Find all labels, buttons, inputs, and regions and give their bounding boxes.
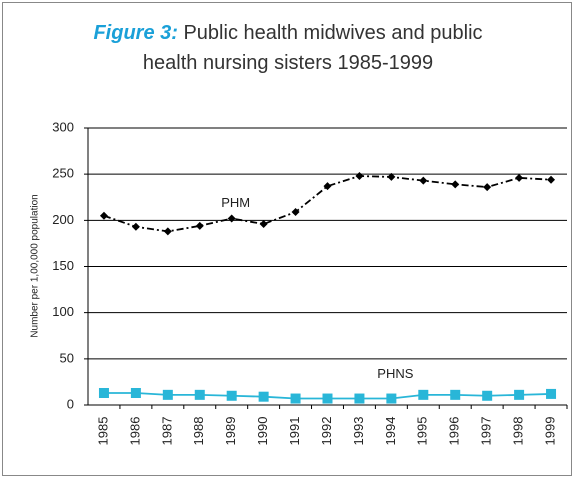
marker xyxy=(98,387,109,398)
marker xyxy=(258,391,269,402)
marker xyxy=(355,172,364,181)
x-tick-label: 1999 xyxy=(542,417,557,446)
x-tick-label: 1986 xyxy=(127,417,142,446)
x-tick-label: 1997 xyxy=(479,417,494,446)
marker xyxy=(354,393,365,404)
marker xyxy=(450,389,461,400)
annotation: PHNS xyxy=(377,366,413,381)
marker xyxy=(162,389,173,400)
y-tick-label: 50 xyxy=(60,350,74,365)
x-tick-label: 1991 xyxy=(287,417,302,446)
title-block: Figure 3: Public health midwives and pub… xyxy=(0,18,576,78)
marker xyxy=(418,389,429,400)
marker xyxy=(322,393,333,404)
marker xyxy=(515,173,524,182)
marker xyxy=(290,393,301,404)
x-tick-label: 1993 xyxy=(351,417,366,446)
marker xyxy=(259,220,268,229)
y-tick-label: 100 xyxy=(52,304,74,319)
marker xyxy=(131,222,140,231)
marker xyxy=(99,211,108,220)
marker xyxy=(514,389,525,400)
x-tick-label: 1995 xyxy=(415,417,430,446)
x-tick-label: 1988 xyxy=(191,417,206,446)
title-wrap: Figure 3: Public health midwives and pub… xyxy=(68,18,508,78)
x-tick-label: 1994 xyxy=(383,417,398,446)
marker xyxy=(227,214,236,223)
chart-title: Public health midwives and public health… xyxy=(142,22,483,74)
marker xyxy=(419,176,428,185)
y-tick-label: 300 xyxy=(52,119,74,134)
y-tick-label: 150 xyxy=(52,258,74,273)
figure-label: Figure 3: xyxy=(93,22,178,44)
marker xyxy=(226,390,237,401)
marker xyxy=(291,208,300,217)
marker xyxy=(194,389,205,400)
y-tick-label: 0 xyxy=(67,396,74,411)
x-tick-label: 1985 xyxy=(95,417,110,446)
y-tick-label: 250 xyxy=(52,166,74,181)
marker xyxy=(163,227,172,236)
x-tick-label: 1996 xyxy=(447,417,462,446)
marker xyxy=(546,388,557,399)
x-tick-label: 1992 xyxy=(319,417,334,446)
marker xyxy=(451,180,460,189)
x-tick-label: 1989 xyxy=(223,417,238,446)
y-tick-label: 200 xyxy=(52,212,74,227)
marker xyxy=(387,172,396,181)
marker xyxy=(482,390,493,401)
x-tick-label: 1998 xyxy=(511,417,526,446)
marker xyxy=(195,221,204,230)
x-tick-label: 1990 xyxy=(255,417,270,446)
series-line xyxy=(103,175,552,233)
marker xyxy=(323,182,332,191)
x-tick-label: 1987 xyxy=(159,417,174,446)
annotation: PHM xyxy=(221,195,250,210)
figure-frame xyxy=(2,2,572,476)
marker xyxy=(386,393,397,404)
marker xyxy=(547,175,556,184)
y-axis-label: Number per 1,00,000 population xyxy=(30,194,41,337)
marker xyxy=(130,387,141,398)
marker xyxy=(483,183,492,192)
